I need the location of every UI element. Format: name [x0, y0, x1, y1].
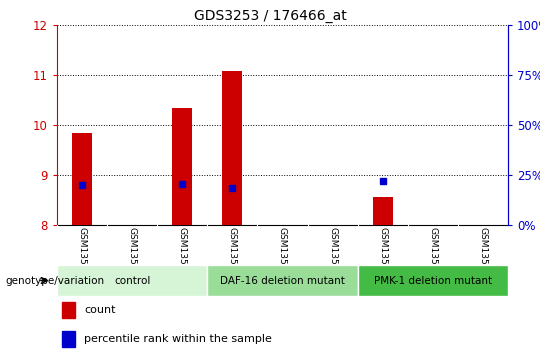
Text: control: control: [114, 275, 150, 285]
Text: percentile rank within the sample: percentile rank within the sample: [84, 334, 272, 344]
Bar: [357, 265, 508, 296]
Bar: [172, 108, 192, 225]
Text: GSM135476: GSM135476: [278, 227, 287, 282]
Text: genotype/variation: genotype/variation: [5, 275, 105, 285]
Bar: [207, 265, 357, 296]
Text: GSM135469: GSM135469: [228, 227, 237, 282]
Text: DAF-16 deletion mutant: DAF-16 deletion mutant: [220, 275, 345, 285]
Bar: [72, 132, 92, 225]
Text: PMK-1 deletion mutant: PMK-1 deletion mutant: [374, 275, 492, 285]
Text: GSM135477: GSM135477: [328, 227, 337, 282]
Bar: [57, 265, 207, 296]
Text: GSM135480: GSM135480: [478, 227, 488, 282]
Bar: [62, 331, 75, 347]
Text: GSM135479: GSM135479: [428, 227, 437, 282]
Text: count: count: [84, 305, 116, 315]
Text: GSM135478: GSM135478: [378, 227, 387, 282]
Text: GSM135395: GSM135395: [78, 227, 86, 282]
Text: GSM135468: GSM135468: [178, 227, 187, 282]
Text: GDS3253 / 176466_at: GDS3253 / 176466_at: [194, 9, 346, 23]
Bar: [222, 71, 242, 225]
Bar: [62, 302, 75, 318]
Text: GSM135467: GSM135467: [127, 227, 137, 282]
Bar: [373, 198, 393, 225]
